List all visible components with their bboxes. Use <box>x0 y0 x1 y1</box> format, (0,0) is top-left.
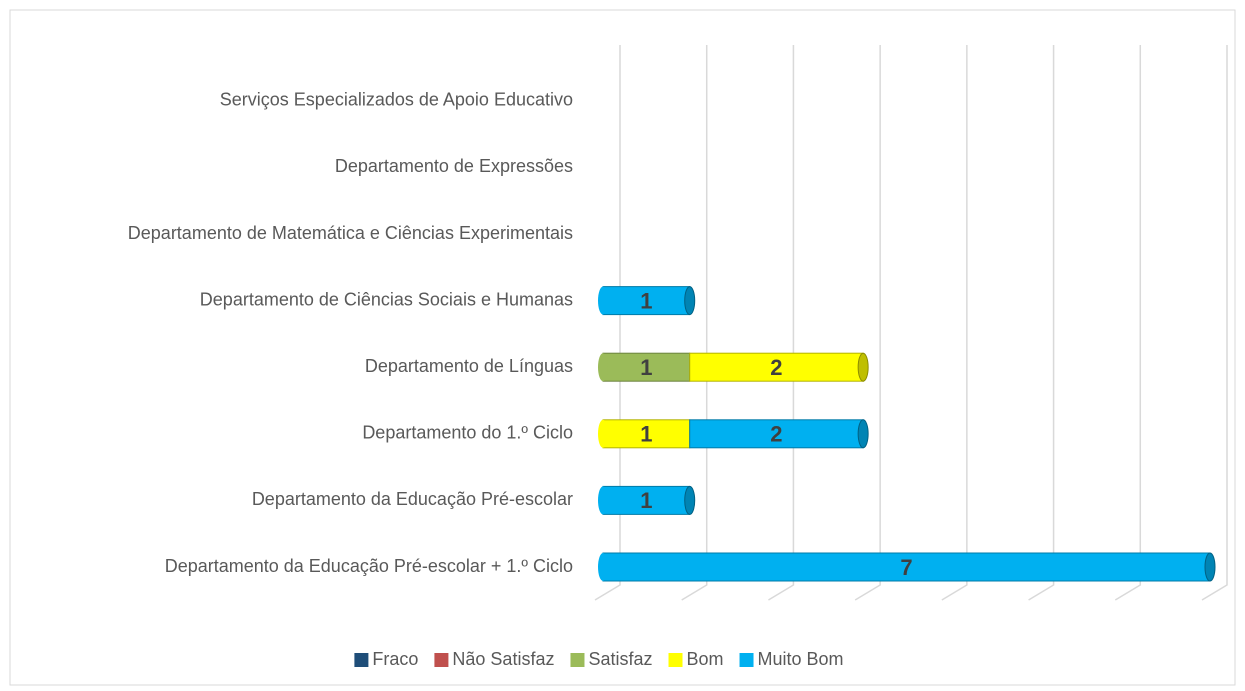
category-label: Departamento de Ciências Sociais e Human… <box>200 289 573 309</box>
category-label: Departamento de Matemática e Ciências Ex… <box>128 223 573 243</box>
bar-cap-start <box>598 353 608 382</box>
bar-segment <box>602 485 691 515</box>
data-label: 1 <box>640 355 652 380</box>
category-label: Departamento da Educação Pré-escolar + 1… <box>165 556 573 576</box>
legend-label: Satisfaz <box>588 649 652 669</box>
legend-label: Fraco <box>372 649 418 669</box>
bar-cap-end <box>1204 552 1216 582</box>
grid-line <box>594 45 621 601</box>
category-label: Departamento de Línguas <box>365 356 573 376</box>
bar-cap-start <box>598 553 608 581</box>
bar-segment <box>602 286 691 316</box>
bar-segment <box>689 352 864 382</box>
grid-line <box>768 45 795 601</box>
grid-line <box>1114 45 1142 601</box>
data-label: 7 <box>900 555 912 580</box>
category-label: Departamento de Expressões <box>335 156 573 176</box>
bar-cap-start <box>598 419 608 448</box>
bar-cap-end <box>857 352 869 382</box>
bar-cap-end <box>857 419 869 449</box>
legend-swatch <box>354 653 369 667</box>
category-label: Departamento do 1.º Ciclo <box>362 423 573 443</box>
grid-line <box>681 45 708 601</box>
bar-cap-end <box>684 286 696 316</box>
legend-swatch <box>434 653 449 667</box>
data-label: 2 <box>770 355 782 380</box>
chart-border <box>9 9 1236 686</box>
bar-cap-end <box>684 485 696 515</box>
bar-cap-start <box>598 286 608 315</box>
grid-line <box>1028 45 1055 601</box>
legend-label: Bom <box>687 649 724 669</box>
legend-label: Não Satisfaz <box>452 649 554 669</box>
category-label: Departamento da Educação Pré-escolar <box>252 489 573 509</box>
category-label: Serviços Especializados de Apoio Educati… <box>220 90 573 110</box>
data-label: 1 <box>640 488 652 513</box>
data-label: 1 <box>640 422 652 447</box>
data-label: 1 <box>640 288 652 313</box>
grid-line <box>941 45 968 601</box>
legend-swatch <box>739 653 754 667</box>
legend-label: Muito Bom <box>758 649 844 669</box>
grid-line <box>854 45 881 601</box>
data-label: 2 <box>770 422 782 447</box>
bar-cap-start <box>598 486 608 515</box>
legend-swatch <box>570 653 585 667</box>
grid-line <box>1201 45 1228 601</box>
legend-swatch <box>668 653 683 667</box>
